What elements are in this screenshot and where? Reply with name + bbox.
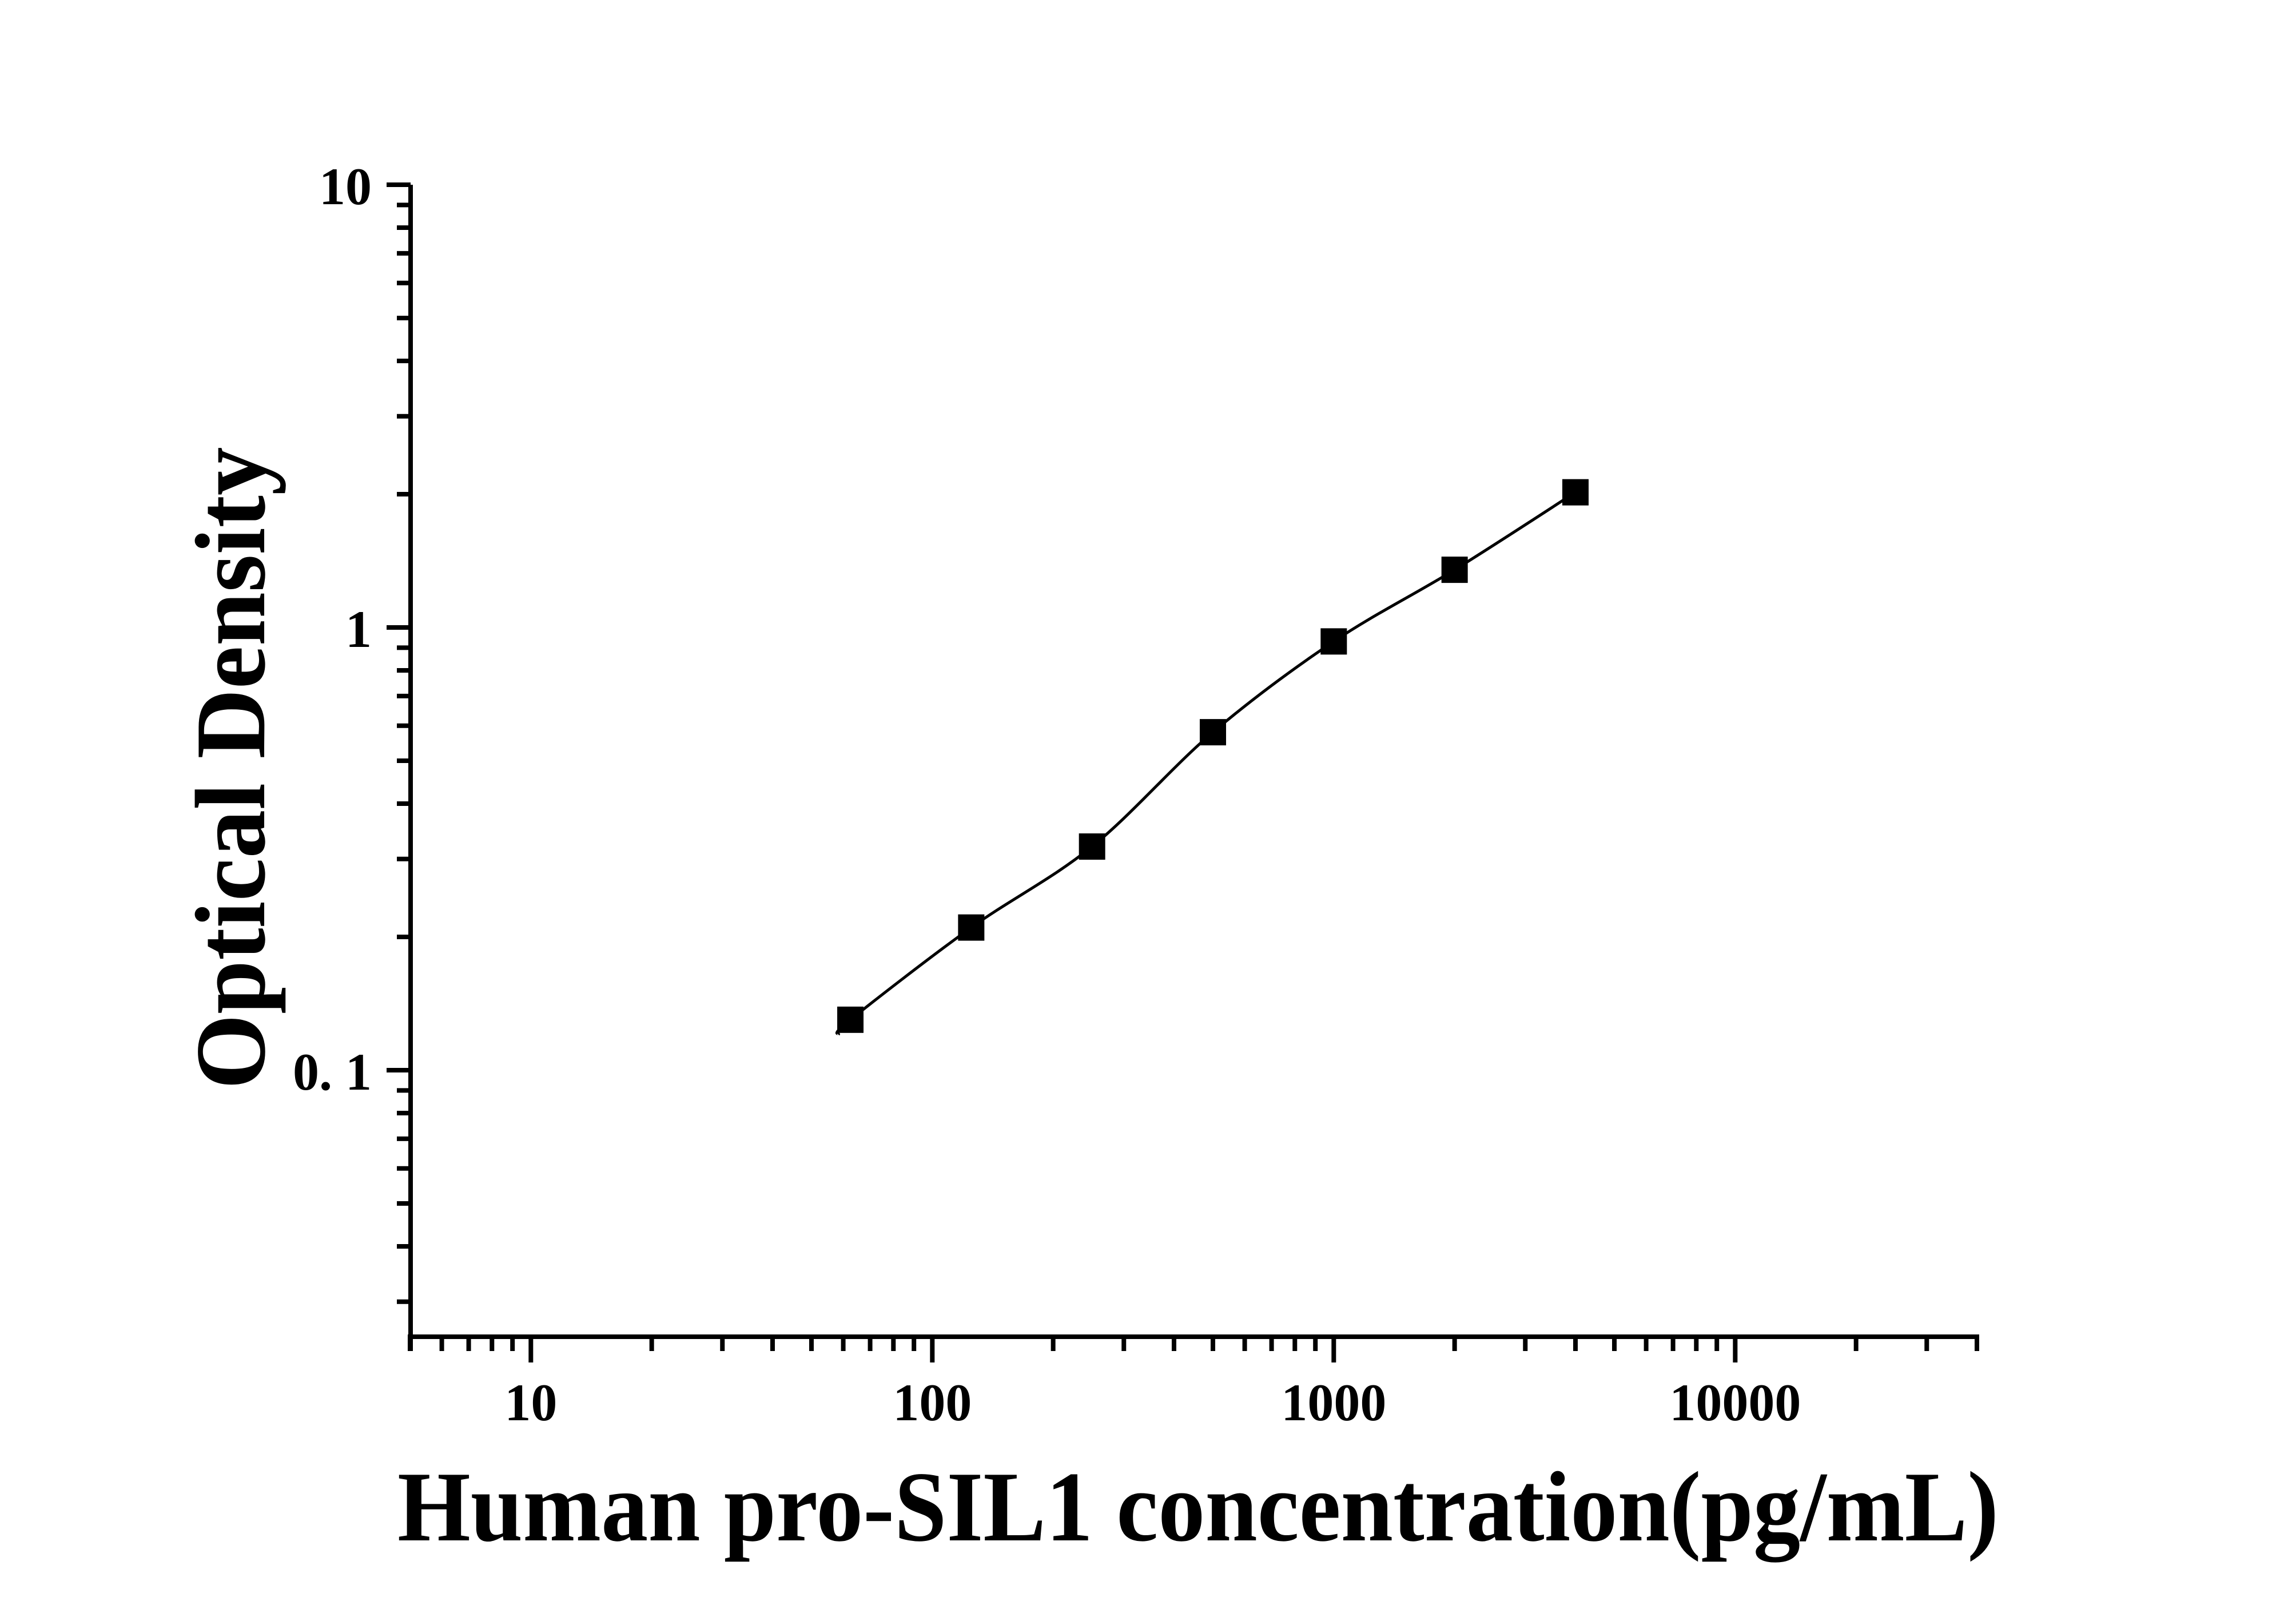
data-point-marker	[1079, 833, 1105, 860]
y-axis-title: Optical Density	[175, 447, 286, 1090]
data-point-marker	[837, 1006, 864, 1033]
y-tick-label: 0. 1	[293, 1043, 372, 1101]
x-tick-label: 100	[893, 1373, 972, 1432]
data-point-marker	[1320, 628, 1347, 655]
x-tick-label: 1000	[1281, 1373, 1386, 1432]
x-tick-label: 10	[504, 1373, 557, 1432]
data-point-marker	[1200, 719, 1227, 746]
y-tick-label: 1	[345, 600, 372, 658]
x-tick-label: 10000	[1669, 1373, 1801, 1432]
y-tick-label: 10	[319, 157, 372, 216]
data-point-marker	[1562, 479, 1589, 506]
x-axis-title: Human pro-SIL1 concentration(pg/mL)	[397, 1451, 1999, 1563]
data-point-marker	[1441, 557, 1468, 583]
data-point-marker	[958, 914, 985, 941]
plot-area: 10 100 1000 10000 10 1 0. 1	[293, 157, 1979, 1432]
